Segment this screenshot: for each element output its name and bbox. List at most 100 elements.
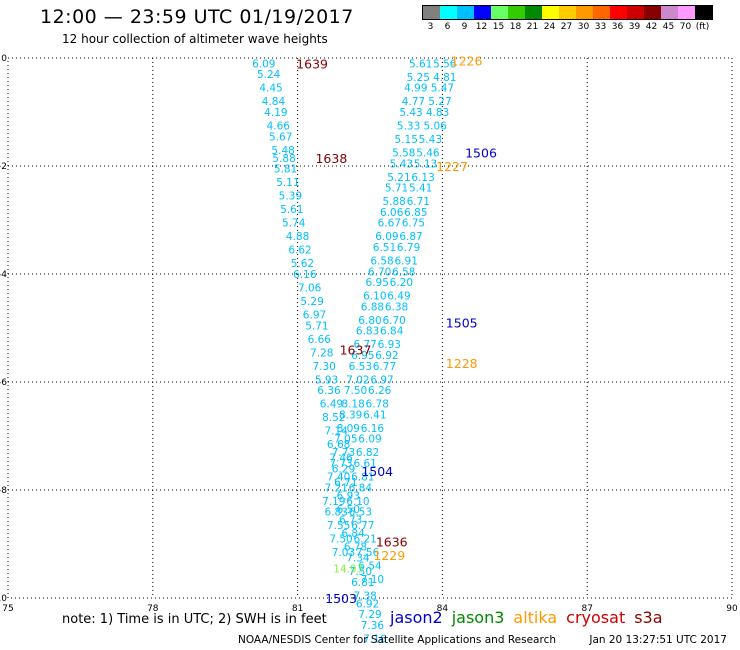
wave-height-value: 8.09: [337, 423, 360, 435]
wave-height-value: 6.58: [370, 256, 393, 268]
scale-swatch-12: [627, 6, 644, 19]
wave-height-value: 6.67: [378, 218, 401, 230]
wave-height-value: 6.77: [373, 361, 396, 373]
x-tick-label: 84: [437, 604, 449, 614]
wave-height-value: 6.93: [378, 339, 401, 351]
wave-height-value: 6.20: [390, 277, 413, 289]
wave-height-value: 6.75: [402, 218, 425, 230]
scale-label-2: 9: [461, 22, 468, 32]
wave-height-value: 4.45: [259, 83, 282, 95]
scale-label-16: (ft): [695, 22, 710, 32]
wave-height-value: 6.53: [349, 361, 372, 373]
wave-height-value: 5.43: [390, 158, 413, 170]
wave-height-value: 5.71: [385, 183, 408, 195]
scale-label-14: 45: [662, 22, 675, 32]
wave-height-value: 6.41: [363, 409, 386, 421]
x-tick-label: 81: [292, 604, 303, 614]
wave-height-value: 5.56: [433, 58, 457, 70]
wave-height-value: 6.58: [392, 266, 415, 278]
wave-height-value: 6.49: [320, 399, 343, 411]
wave-height-value: 7.38: [353, 590, 376, 602]
wave-height-value: 7.55: [327, 520, 350, 532]
scale-swatch-14: [661, 6, 678, 19]
scale-swatch-10: [593, 6, 610, 19]
wave-height-value: 5.24: [257, 69, 281, 81]
wave-height-value: 6.93: [337, 490, 360, 502]
wave-height-value: 6.78: [366, 399, 389, 411]
scale-label-7: 24: [543, 22, 556, 32]
wave-height-value: 7.10: [361, 574, 384, 586]
wave-height-value: 7.46: [329, 453, 353, 465]
wave-height-value: 6.16: [361, 423, 385, 435]
scale-swatch-4: [491, 6, 508, 19]
chart-subtitle: 12 hour collection of altimeter wave hei…: [62, 32, 328, 46]
wave-height-value: 6.09: [358, 434, 381, 446]
wave-height-value: 4.83: [426, 107, 449, 119]
scale-label-0: 3: [427, 22, 434, 32]
wave-height-value: 5.15: [395, 134, 418, 146]
wave-height-value: 7.14: [325, 426, 349, 438]
wave-height-value: 6.78: [344, 542, 367, 554]
wave-height-value: 6.92: [375, 350, 398, 362]
wave-height-value: 6.26: [368, 385, 392, 397]
wave-height-value: 7.05: [334, 434, 357, 446]
wave-height-value: 7.30: [312, 361, 335, 373]
pass-label: 1506: [465, 146, 497, 161]
wave-height-value: 5.74: [282, 218, 306, 230]
wave-height-value: 6.06: [380, 207, 404, 219]
wave-height-value: 6.51: [373, 242, 396, 254]
wave-height-value: 6.77: [353, 339, 376, 351]
y-tick-label: -4: [0, 270, 7, 280]
scale-label-4: 15: [492, 22, 505, 32]
wave-height-value: 4.88: [286, 231, 309, 243]
scale-swatch-3: [474, 6, 491, 19]
wave-height-value: 5.67: [269, 131, 292, 143]
pass-label: 1226: [451, 54, 483, 69]
credit-org: NOAA/NESDIS Center for Satellite Applica…: [238, 634, 556, 646]
pass-label: 1637: [340, 343, 372, 358]
wave-height-value: 8.18: [341, 399, 364, 411]
scale-swatch-2: [457, 6, 474, 19]
footnote: note: 1) Time is in UTC; 2) SWH is in fe…: [62, 612, 327, 627]
chart-title: 12:00 — 23:59 UTC 01/19/2017: [40, 6, 354, 28]
wave-height-value: 7.06: [298, 283, 322, 295]
wave-height-value: 6.81: [351, 577, 374, 589]
scale-label-13: 42: [645, 22, 658, 32]
wave-height-value: 6.83: [325, 507, 348, 519]
wave-height-value: 5.88: [382, 196, 405, 208]
wave-height-value: 5.43: [419, 134, 442, 146]
scale-label-12: 39: [628, 22, 641, 32]
wave-height-value: 4.84: [262, 96, 286, 108]
wave-height-value: 6.53: [349, 507, 372, 519]
wave-height-value: 7.03: [332, 547, 355, 559]
wave-height-value: 5.46: [416, 148, 440, 160]
wave-height-value: 6.62: [288, 245, 311, 257]
wave-height-value: 5.88: [272, 153, 295, 165]
scale-label-6: 21: [526, 22, 539, 32]
wave-height-value: 5.25: [407, 72, 430, 84]
scale-swatch-11: [610, 6, 627, 19]
wave-height-value: 7.29: [358, 609, 381, 621]
wave-height-value: 5.93: [315, 374, 338, 386]
wave-height-value: 6.79: [397, 242, 420, 254]
y-tick-label: 0: [1, 54, 7, 64]
wave-height-value: 5.33: [397, 121, 420, 133]
wave-height-value: 6.87: [399, 231, 422, 243]
wave-height-values: 6.095.244.454.844.194.665.675.485.885.81…: [252, 58, 457, 645]
color-scale-labels: 3 6 9 12 15 18 21 24 27 30 33 36 39 42 45 70 (ft): [422, 22, 713, 32]
x-tick-label: 90: [726, 604, 738, 614]
pass-label: 1636: [376, 534, 408, 549]
scale-swatch-13: [644, 6, 661, 19]
wave-height-value: 6.21: [353, 534, 376, 546]
wave-height-value: 6.54: [358, 561, 382, 573]
wave-height-value: 7.16: [363, 634, 387, 646]
scale-swatch-8: [559, 6, 576, 19]
x-tick-label: 87: [581, 604, 592, 614]
wave-height-value: 6.83: [356, 326, 379, 338]
scale-swatch-16: [695, 6, 712, 19]
wave-height-value: 6.66: [308, 334, 332, 346]
pass-label: 1504: [361, 464, 393, 479]
legend-cryosat: cryosat: [566, 608, 626, 627]
scale-swatch-1: [440, 6, 457, 19]
